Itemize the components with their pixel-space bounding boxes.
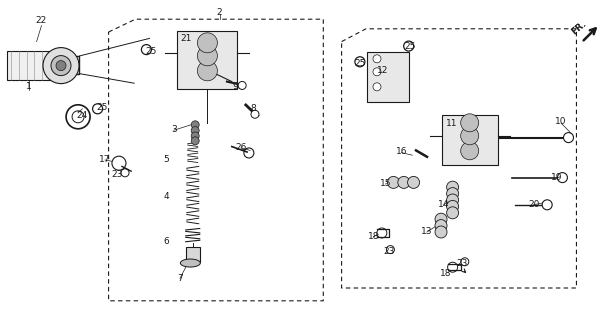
Text: 18: 18 (440, 269, 451, 278)
Text: 17: 17 (99, 156, 110, 164)
Circle shape (43, 48, 79, 84)
Text: 21: 21 (181, 34, 192, 43)
Circle shape (435, 213, 447, 225)
Circle shape (461, 127, 479, 145)
Circle shape (407, 176, 420, 188)
Circle shape (435, 226, 447, 238)
Circle shape (387, 176, 400, 188)
Circle shape (461, 142, 479, 160)
Circle shape (398, 176, 410, 188)
Text: 14: 14 (439, 200, 450, 209)
Text: 15: 15 (380, 180, 391, 188)
Circle shape (447, 188, 459, 200)
Text: 25: 25 (354, 60, 365, 68)
Text: 2: 2 (217, 8, 223, 17)
Text: 19: 19 (551, 173, 562, 182)
Circle shape (191, 121, 199, 129)
Text: 10: 10 (556, 117, 567, 126)
Text: 3: 3 (171, 125, 177, 134)
Circle shape (435, 220, 447, 232)
Text: 7: 7 (177, 274, 183, 283)
Text: 22: 22 (36, 16, 47, 25)
Text: 12: 12 (378, 66, 389, 75)
Circle shape (373, 68, 381, 76)
Text: 18: 18 (368, 232, 379, 241)
Circle shape (198, 46, 217, 66)
Bar (178, 31, 237, 89)
Text: 13: 13 (422, 228, 432, 236)
Text: 25: 25 (97, 103, 108, 112)
Text: 8: 8 (250, 104, 256, 113)
Circle shape (542, 200, 552, 210)
Circle shape (373, 55, 381, 63)
Text: 9: 9 (232, 82, 238, 91)
Text: 25: 25 (404, 42, 415, 51)
Bar (367, 52, 409, 102)
Circle shape (198, 33, 217, 53)
Circle shape (198, 61, 217, 81)
Text: 1: 1 (26, 82, 32, 91)
Circle shape (373, 83, 381, 91)
Circle shape (447, 181, 459, 193)
Text: 25: 25 (146, 47, 157, 56)
Text: 26: 26 (235, 143, 246, 152)
Text: 20: 20 (528, 200, 539, 209)
Circle shape (51, 56, 71, 76)
Circle shape (564, 132, 573, 143)
Text: 16: 16 (396, 148, 407, 156)
Text: 11: 11 (446, 119, 457, 128)
Polygon shape (7, 51, 61, 80)
Circle shape (447, 207, 459, 219)
Text: 23: 23 (457, 260, 468, 268)
Text: 23: 23 (384, 247, 395, 256)
Circle shape (56, 60, 66, 71)
Circle shape (238, 81, 246, 89)
Text: FR.: FR. (570, 19, 588, 36)
Text: 6: 6 (163, 237, 169, 246)
Bar (442, 115, 498, 165)
Bar (186, 247, 200, 262)
Circle shape (461, 114, 479, 132)
Circle shape (447, 194, 459, 206)
Text: 24: 24 (77, 111, 88, 120)
Circle shape (447, 200, 459, 212)
Circle shape (251, 110, 259, 118)
Circle shape (191, 137, 199, 145)
Ellipse shape (181, 259, 200, 267)
Text: 23: 23 (112, 170, 123, 179)
Circle shape (191, 126, 199, 134)
Circle shape (112, 156, 126, 170)
Text: 4: 4 (163, 192, 169, 201)
Text: 5: 5 (163, 156, 169, 164)
Circle shape (558, 172, 567, 183)
Circle shape (191, 132, 199, 140)
